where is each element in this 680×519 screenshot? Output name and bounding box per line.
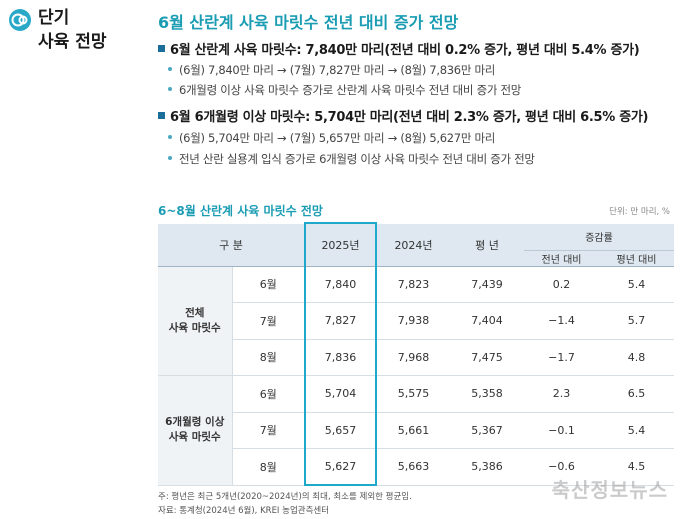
value-2024: 7,968 xyxy=(377,339,450,376)
dot-bullet-icon xyxy=(168,87,172,91)
value-vs-average: 5.7 xyxy=(599,302,675,340)
side-title-line2: 사육 전망 xyxy=(38,32,107,52)
dot-bullet-icon xyxy=(168,156,172,160)
month-cell: 6월 xyxy=(232,375,304,413)
sub-item-text: (6월) 7,840만 마리 → (7월) 7,827만 마리 → (8월) 7… xyxy=(179,63,496,77)
sub-item-text: (6월) 5,704만 마리 → (7월) 5,657만 마리 → (8월) 5… xyxy=(179,131,496,145)
circle-logo-icon xyxy=(9,9,31,31)
bullet-total-text: 6월 산란계 사육 마릿수: 7,840만 마리(전년 대비 0.2% 증가, … xyxy=(170,43,640,58)
value-2025: 7,827 xyxy=(304,302,377,340)
value-2024: 7,823 xyxy=(377,265,450,303)
value-2024: 5,661 xyxy=(377,412,450,449)
value-2024: 5,663 xyxy=(377,448,450,486)
table-row: 6개월령 이상 사육 마릿수 6월 5,704 5,575 5,358 2.3 … xyxy=(158,375,675,486)
value-yoy: −1.7 xyxy=(524,339,599,376)
sub-item: (6월) 7,840만 마리 → (7월) 7,827만 마리 → (8월) 7… xyxy=(168,62,495,78)
value-average: 7,404 xyxy=(450,302,524,340)
value-average: 5,367 xyxy=(450,412,524,449)
main-title: 6월 산란계 사육 마릿수 전년 대비 증가 전망 xyxy=(158,13,459,32)
header-average: 평 년 xyxy=(450,224,524,267)
side-title-line1: 단기 xyxy=(38,8,70,28)
value-vs-average: 5.4 xyxy=(599,412,675,449)
value-2025: 7,840 xyxy=(304,265,377,303)
header-2024: 2024년 xyxy=(377,224,450,267)
value-average: 5,386 xyxy=(450,448,524,486)
header-category: 구 분 xyxy=(158,224,304,267)
group-label-line2: 사육 마릿수 xyxy=(168,321,221,334)
sub-item-text: 전년 산란 실용계 입식 증가로 6개월령 이상 사육 마릿수 전년 대비 증가… xyxy=(179,152,535,166)
table-row: 전체 사육 마릿수 6월 7,840 7,823 7,439 0.2 5.4 xyxy=(158,265,675,376)
value-2025: 5,704 xyxy=(304,375,377,413)
value-vs-average: 6.5 xyxy=(599,375,675,413)
value-2025: 7,836 xyxy=(304,339,377,376)
value-2024: 5,575 xyxy=(377,375,450,413)
month-cell: 6월 xyxy=(232,265,304,303)
sub-item: (6월) 5,704만 마리 → (7월) 5,657만 마리 → (8월) 5… xyxy=(168,130,495,146)
dot-bullet-icon xyxy=(168,135,172,139)
value-vs-average: 5.4 xyxy=(599,265,675,303)
value-yoy: −0.6 xyxy=(524,448,599,486)
month-cell: 8월 xyxy=(232,448,304,486)
forecast-table: 구 분 2025년 2024년 평 년 증감률 전년 대비 평년 대비 전체 사… xyxy=(158,224,675,486)
value-average: 7,475 xyxy=(450,339,524,376)
group-label-line1: 전체 xyxy=(185,306,205,319)
value-yoy: 2.3 xyxy=(524,375,599,413)
dot-bullet-icon xyxy=(168,67,172,71)
value-yoy: −1.4 xyxy=(524,302,599,340)
value-2025: 5,657 xyxy=(304,412,377,449)
table-row: 7월 5,657 5,661 5,367 −0.1 5.4 xyxy=(158,412,675,449)
table-row: 8월 7,836 7,968 7,475 −1.7 4.8 xyxy=(158,339,675,376)
value-2024: 7,938 xyxy=(377,302,450,340)
bullet-6month: 6월 6개월령 이상 마릿수: 5,704만 마리(전년 대비 2.3% 증가,… xyxy=(158,106,649,125)
sub-item: 6개월령 이상 사육 마릿수 증가로 산란계 사육 마릿수 전년 대비 증가 전… xyxy=(168,82,521,98)
footnote: 주: 평년은 최근 5개년(2020~2024년)의 최대, 최소를 제외한 평… xyxy=(158,492,412,502)
value-average: 5,358 xyxy=(450,375,524,413)
group-label-6month: 6개월령 이상 사육 마릿수 xyxy=(158,375,233,486)
side-title: 단기 사육 전망 xyxy=(38,6,106,54)
square-bullet-icon xyxy=(158,112,165,119)
bullet-total: 6월 산란계 사육 마릿수: 7,840만 마리(전년 대비 0.2% 증가, … xyxy=(158,39,640,58)
month-cell: 8월 xyxy=(232,339,304,376)
value-2025: 5,627 xyxy=(304,448,377,486)
table-unit: 단위: 만 마리, % xyxy=(609,207,670,217)
value-vs-average: 4.5 xyxy=(599,448,675,486)
square-bullet-icon xyxy=(158,45,165,52)
watermark: 축산정보뉴스 xyxy=(551,478,668,502)
value-vs-average: 4.8 xyxy=(599,339,675,376)
header-2025: 2025년 xyxy=(304,224,377,267)
group-label-line2: 사육 마릿수 xyxy=(168,431,221,444)
header-yoy: 전년 대비 xyxy=(524,250,599,267)
month-cell: 7월 xyxy=(232,412,304,449)
table-title: 6~8월 산란계 사육 마릿수 전망 xyxy=(158,204,323,218)
table-row: 8월 5,627 5,663 5,386 −0.6 4.5 xyxy=(158,448,675,486)
header-vs-average: 평년 대비 xyxy=(599,250,675,267)
sub-item-text: 6개월령 이상 사육 마릿수 증가로 산란계 사육 마릿수 전년 대비 증가 전… xyxy=(179,83,522,97)
bullet-6month-text: 6월 6개월령 이상 마릿수: 5,704만 마리(전년 대비 2.3% 증가,… xyxy=(170,110,649,125)
sub-item: 전년 산란 실용계 입식 증가로 6개월령 이상 사육 마릿수 전년 대비 증가… xyxy=(168,151,535,167)
value-yoy: 0.2 xyxy=(524,265,599,303)
value-yoy: −0.1 xyxy=(524,412,599,449)
group-label-total: 전체 사육 마릿수 xyxy=(158,265,233,376)
month-cell: 7월 xyxy=(232,302,304,340)
header-change-rate: 증감률 xyxy=(524,224,675,251)
value-average: 7,439 xyxy=(450,265,524,303)
table-row: 7월 7,827 7,938 7,404 −1.4 5.7 xyxy=(158,302,675,340)
group-label-line1: 6개월령 이상 xyxy=(165,416,225,429)
source-note: 자료: 통계청(2024년 6월), KREI 농업관측센터 xyxy=(158,506,330,516)
